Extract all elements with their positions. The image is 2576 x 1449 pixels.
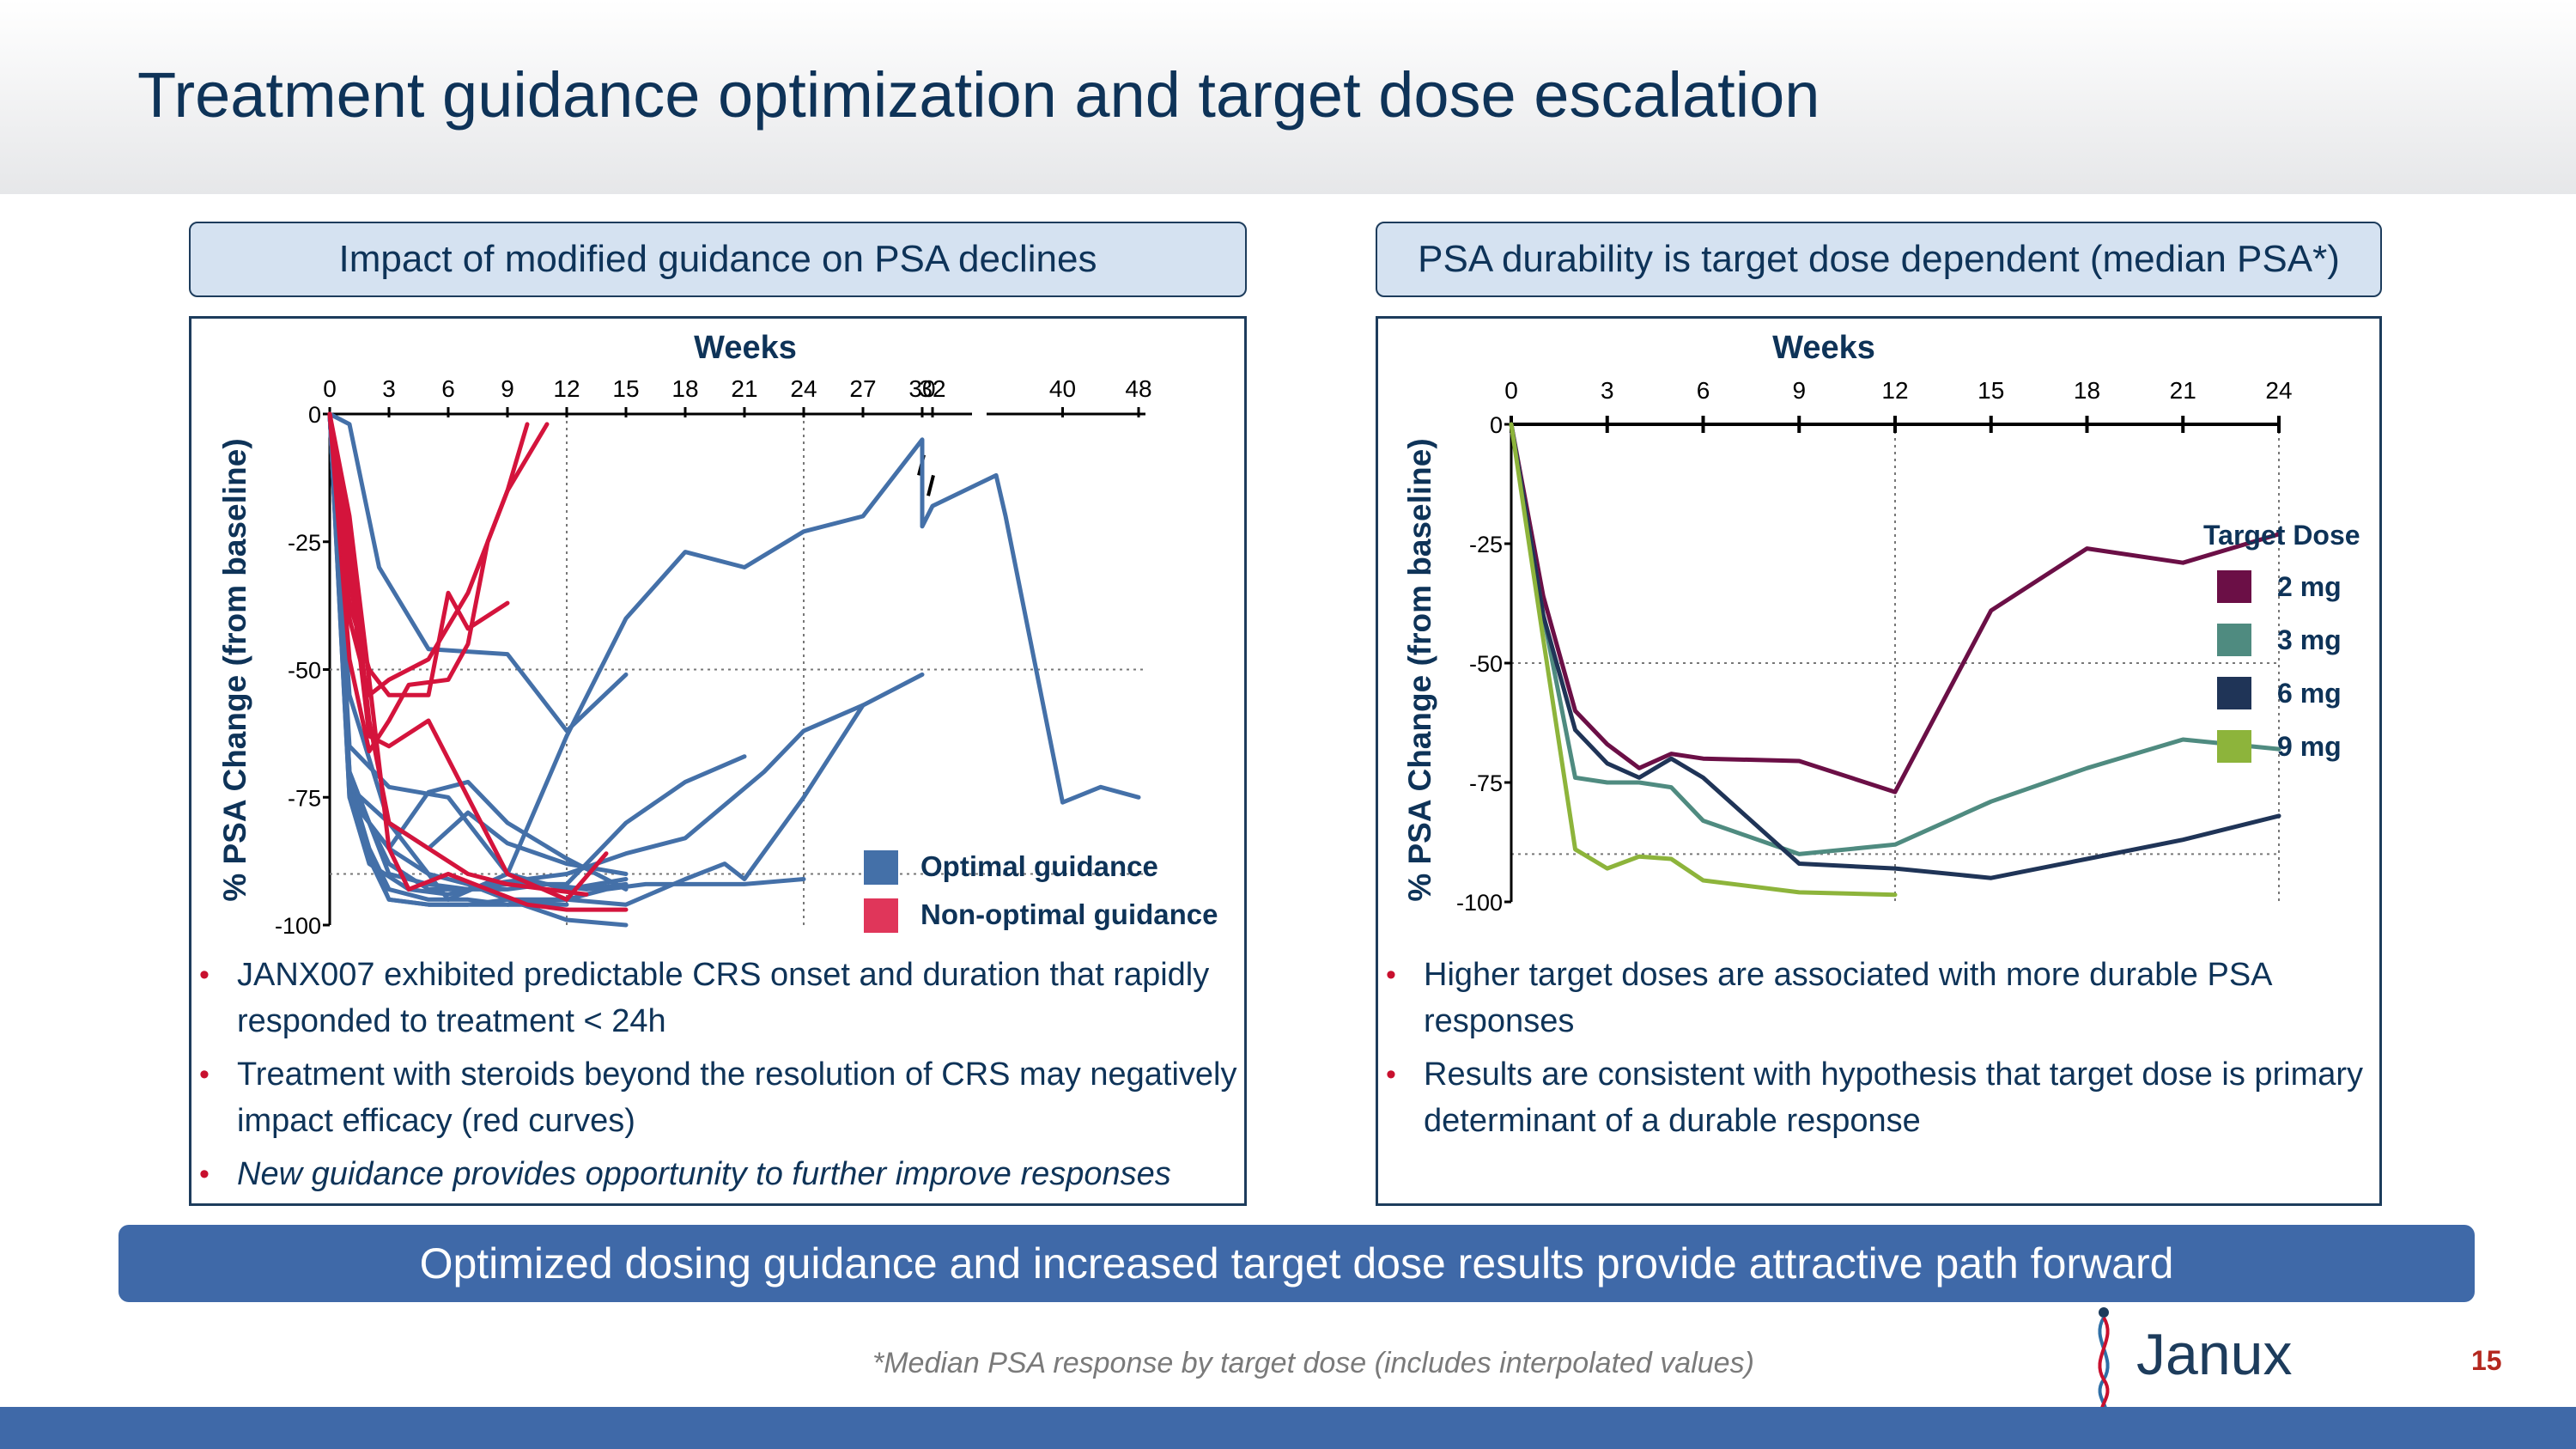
x-tick-label: 18 [2074, 377, 2100, 404]
x-axis-title: Weeks [694, 330, 797, 366]
x-tick-label: 48 [1125, 375, 1151, 402]
series-line-optimal [327, 411, 629, 892]
x-tick-label: 12 [553, 375, 580, 402]
legend-swatch [2217, 624, 2251, 656]
series-line-2mg [1509, 422, 2281, 795]
x-tick-label: 18 [671, 375, 698, 402]
summary-banner: Optimized dosing guidance and increased … [118, 1225, 2475, 1302]
page-title: Treatment guidance optimization and targ… [137, 59, 1820, 131]
x-tick-label: 6 [441, 375, 455, 402]
x-tick-label: 15 [612, 375, 639, 402]
series-line-optimal [327, 411, 629, 876]
bullet-item: • New guidance provides opportunity to fu… [192, 1151, 1240, 1197]
x-tick-label: 21 [731, 375, 757, 402]
y-tick-label: -75 [288, 785, 321, 811]
series-line-non-optimal [327, 411, 550, 697]
x-tick-label: 9 [501, 375, 514, 402]
bullet-dot-icon: • [199, 1158, 210, 1190]
x-axis-title: Weeks [1772, 330, 1875, 366]
y-tick-label: -100 [275, 913, 321, 939]
legend-label: 9 mg [2277, 731, 2342, 762]
y-axis-title: % PSA Change (from baseline) [1402, 438, 1437, 901]
x-tick-label: 40 [1049, 375, 1076, 402]
x-tick-label: 30 [908, 375, 935, 402]
janux-logo-icon [2098, 1307, 2110, 1417]
y-tick-label: -25 [1469, 532, 1503, 557]
legend-swatch [864, 898, 898, 933]
x-tick-label: 32 [919, 375, 945, 402]
x-tick-label: 3 [382, 375, 396, 402]
x-tick-label: 12 [1881, 377, 1908, 404]
x-tick-label: 6 [1697, 377, 1710, 404]
series-line-9mg [1509, 422, 1898, 898]
legend-swatch [2217, 730, 2251, 763]
x-tick-label: 0 [1504, 377, 1518, 404]
y-tick-label: -75 [1469, 770, 1503, 796]
legend-swatch [2217, 570, 2251, 603]
series-line-optimal [327, 411, 629, 928]
legend-title: Target Dose [2203, 520, 2360, 551]
x-tick-label: 3 [1601, 377, 1614, 404]
right-panel-header: PSA durability is target dose dependent … [1376, 222, 2382, 297]
footer-bar [0, 1407, 2576, 1449]
x-tick-label: 15 [1978, 377, 2004, 404]
y-tick-label: -100 [1456, 890, 1503, 916]
right-bullets: • Higher target doses are associated with… [1379, 952, 2375, 1151]
axis-break-mark [927, 474, 935, 496]
bullet-item: • JANX007 exhibited predictable CRS onset… [192, 952, 1240, 1044]
series-line-non-optimal [327, 411, 510, 697]
bullet-item: • Higher target doses are associated with… [1379, 952, 2375, 1044]
series-line-optimal [327, 411, 866, 907]
series-line-optimal [327, 411, 925, 897]
bullet-dot-icon: • [1386, 1058, 1396, 1091]
bullet-item: • Results are consistent with hypothesis … [1379, 1051, 2375, 1144]
series-line-optimal [327, 411, 747, 892]
left-bullets: • JANX007 exhibited predictable CRS onset… [192, 952, 1240, 1204]
x-tick-label: 9 [1792, 377, 1806, 404]
x-tick-label: 0 [323, 375, 337, 402]
x-tick-label: 24 [2265, 377, 2292, 404]
x-tick-label: 24 [790, 375, 817, 402]
y-tick-label: 0 [308, 402, 321, 428]
footnote: *Median PSA response by target dose (inc… [872, 1347, 1754, 1379]
psa-dose-chart: Weeks % PSA Change (from baseline) 0 3 6 9 12 1… [1402, 330, 2360, 916]
bullet-dot-icon: • [199, 959, 210, 991]
legend-label: Non-optimal guidance [920, 898, 1218, 930]
legend-swatch [2217, 677, 2251, 709]
x-tick-label: 21 [2170, 377, 2196, 404]
series-line-non-optimal [327, 411, 629, 912]
legend-label: Optimal guidance [920, 850, 1158, 882]
bullet-dot-icon: • [199, 1058, 210, 1091]
y-tick-label: -25 [288, 530, 321, 556]
y-tick-label: 0 [1490, 412, 1503, 438]
page-number: 15 [2471, 1345, 2502, 1376]
psa-guidance-chart: Weeks % PSA Change (from baseline) 0 3 6 9 12 1… [217, 330, 1218, 939]
header-band [0, 0, 2576, 194]
legend-label: 3 mg [2277, 624, 2342, 655]
series-line-optimal [327, 411, 629, 734]
bullet-item: • Treatment with steroids beyond the reso… [192, 1051, 1240, 1144]
series-line-3mg [1509, 422, 2281, 856]
bullet-dot-icon: • [1386, 959, 1396, 991]
series-line-6mg [1509, 422, 2281, 880]
legend-swatch [864, 850, 898, 885]
legend-label: 2 mg [2277, 571, 2342, 602]
y-axis-title: % PSA Change (from baseline) [217, 438, 252, 901]
left-panel-header: Impact of modified guidance on PSA decli… [189, 222, 1247, 297]
logo-wordmark: Janux [2136, 1322, 2293, 1387]
y-tick-label: -50 [1469, 651, 1503, 677]
right-panel [1376, 316, 2382, 1206]
y-tick-label: -50 [288, 658, 321, 684]
series-line-non-optimal [327, 411, 589, 897]
x-tick-label: 27 [849, 375, 876, 402]
legend-label: 6 mg [2277, 678, 2342, 709]
